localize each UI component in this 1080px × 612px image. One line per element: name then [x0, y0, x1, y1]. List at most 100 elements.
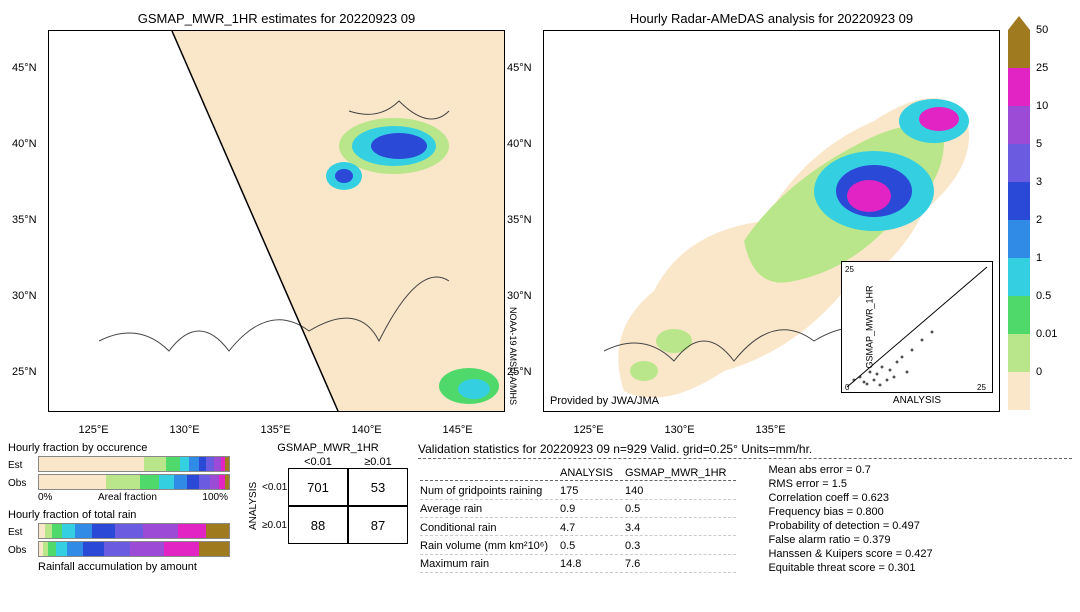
colorbar-label: 3: [1036, 176, 1042, 188]
stats-cell: 14.8: [560, 557, 623, 573]
right-map-title: Hourly Radar-AMeDAS analysis for 2022092…: [544, 11, 999, 26]
colorbar-label: 5: [1036, 138, 1042, 150]
stats-cell: 140: [625, 483, 736, 499]
occ-title: Hourly fraction by occurence: [8, 442, 238, 454]
colorbar-seg: [1008, 334, 1030, 372]
stats-cell: Maximum rain: [420, 557, 558, 573]
stats-score: Frequency bias = 0.800: [768, 505, 932, 519]
lat-tick-label: 25°N: [12, 366, 37, 378]
frac-row-label: Obs: [8, 478, 32, 489]
left-map-title: GSMAP_MWR_1HR estimates for 20220923 09: [49, 11, 504, 26]
colorbar: 50251053210.50.010: [1008, 30, 1058, 410]
top-row: GSMAP_MWR_1HR estimates for 20220923 09 …: [8, 8, 1072, 418]
stats-cell: 0.9: [560, 502, 623, 518]
lon-tick-label: 140°E: [352, 424, 382, 436]
frac-ax1: Areal fraction: [98, 492, 157, 503]
lat-tick-label: 35°N: [12, 214, 37, 226]
colorbar-seg: [1008, 372, 1030, 410]
colorbar-label: 2: [1036, 214, 1042, 226]
svg-text:25: 25: [845, 265, 854, 274]
lon-tick-label: 135°E: [756, 424, 786, 436]
stats-table: ANALYSIS GSMAP_MWR_1HR Num of gridpoints…: [418, 463, 738, 575]
lat-tick-label: 30°N: [507, 290, 532, 302]
conting-yaxis: ANALYSIS: [248, 468, 262, 544]
conting-10: 88: [288, 506, 348, 544]
stats-cell: 175: [560, 483, 623, 499]
frac-ax0: 0%: [38, 492, 52, 503]
left-map-svg: [49, 31, 504, 411]
stats-score: Hanssen & Kuipers score = 0.427: [768, 547, 932, 561]
colorbar-label: 1: [1036, 252, 1042, 264]
stats-cell: Average rain: [420, 502, 558, 518]
lat-tick-label: 40°N: [507, 138, 532, 150]
left-map-panel: GSMAP_MWR_1HR estimates for 20220923 09 …: [48, 30, 505, 412]
lon-tick-label: 125°E: [79, 424, 109, 436]
right-map-panel: Hourly Radar-AMeDAS analysis for 2022092…: [543, 30, 1000, 412]
svg-text:0: 0: [845, 383, 850, 392]
lon-tick-label: 130°E: [665, 424, 695, 436]
lat-tick-label: 35°N: [507, 214, 532, 226]
bottom-row: Hourly fraction by occurence Est Obs 0% A…: [8, 442, 1072, 575]
sth2: GSMAP_MWR_1HR: [625, 465, 736, 481]
lat-tick-label: 45°N: [507, 62, 532, 74]
colorbar-seg: [1008, 106, 1030, 144]
stats-score: RMS error = 1.5: [768, 477, 932, 491]
frac-ax2: 100%: [202, 492, 228, 503]
sth1: ANALYSIS: [560, 465, 623, 481]
stats-scores: Mean abs error = 0.7RMS error = 1.5Corre…: [768, 463, 932, 575]
provided-label: Provided by JWA/JMA: [550, 395, 659, 407]
conting-col0: <0.01: [288, 456, 348, 468]
colorbar-seg: [1008, 220, 1030, 258]
stats-cell: Num of gridpoints raining: [420, 483, 558, 499]
frac-row-label: Obs: [8, 545, 32, 556]
stats-cell: 0.5: [560, 538, 623, 554]
colorbar-seg: [1008, 258, 1030, 296]
colorbar-arrow-icon: [1008, 16, 1030, 30]
conting-row1: ≥0.01: [262, 520, 288, 531]
conting-row0: <0.01: [262, 482, 288, 493]
colorbar-seg: [1008, 68, 1030, 106]
conting-title: GSMAP_MWR_1HR: [248, 442, 408, 454]
stats-score: Correlation coeff = 0.623: [768, 491, 932, 505]
inset-ylabel: GSMAP_MWR_1HR: [865, 285, 875, 368]
colorbar-seg: [1008, 30, 1030, 68]
svg-text:25: 25: [977, 383, 986, 392]
conting-00: 701: [288, 468, 348, 506]
colorbar-label: 50: [1036, 24, 1048, 36]
stats-cell: 0.3: [625, 538, 736, 554]
frac-bar: [38, 541, 230, 557]
frac-row-label: Est: [8, 460, 32, 471]
stats-cell: 0.5: [625, 502, 736, 518]
stats-score: False alarm ratio = 0.379: [768, 533, 932, 547]
sth0: [420, 465, 558, 481]
frac-bar: [38, 523, 230, 539]
stats-score: Probability of detection = 0.497: [768, 519, 932, 533]
fraction-block: Hourly fraction by occurence Est Obs 0% A…: [8, 442, 238, 575]
stats-block: Validation statistics for 20220923 09 n=…: [418, 442, 1072, 575]
conting-col1: ≥0.01: [348, 456, 408, 468]
colorbar-seg: [1008, 144, 1030, 182]
stats-score: Mean abs error = 0.7: [768, 463, 932, 477]
stats-cell: 3.4: [625, 520, 736, 536]
inset-xlabel: ANALYSIS: [842, 395, 992, 406]
stats-cell: 4.7: [560, 520, 623, 536]
frac-bar: [38, 456, 230, 472]
frac-bar: [38, 474, 230, 490]
conting-01: 53: [348, 468, 408, 506]
lat-tick-label: 40°N: [12, 138, 37, 150]
stats-cell: 7.6: [625, 557, 736, 573]
colorbar-label: 0.5: [1036, 290, 1051, 302]
stats-cell: Conditional rain: [420, 520, 558, 536]
sat-label: NOAA-19 AMSU-A/MHS: [508, 307, 518, 405]
conting-11: 87: [348, 506, 408, 544]
lat-tick-label: 30°N: [12, 290, 37, 302]
lon-tick-label: 135°E: [261, 424, 291, 436]
frac-row-label: Est: [8, 527, 32, 538]
colorbar-seg: [1008, 296, 1030, 334]
lat-tick-label: 25°N: [507, 366, 532, 378]
colorbar-label: 0.01: [1036, 328, 1057, 340]
stats-title: Validation statistics for 20220923 09 n=…: [418, 442, 1072, 459]
rain-title: Hourly fraction of total rain: [8, 509, 238, 521]
colorbar-seg: [1008, 182, 1030, 220]
contingency-block: GSMAP_MWR_1HR <0.01 ≥0.01 ANALYSIS <0.01…: [248, 442, 408, 575]
